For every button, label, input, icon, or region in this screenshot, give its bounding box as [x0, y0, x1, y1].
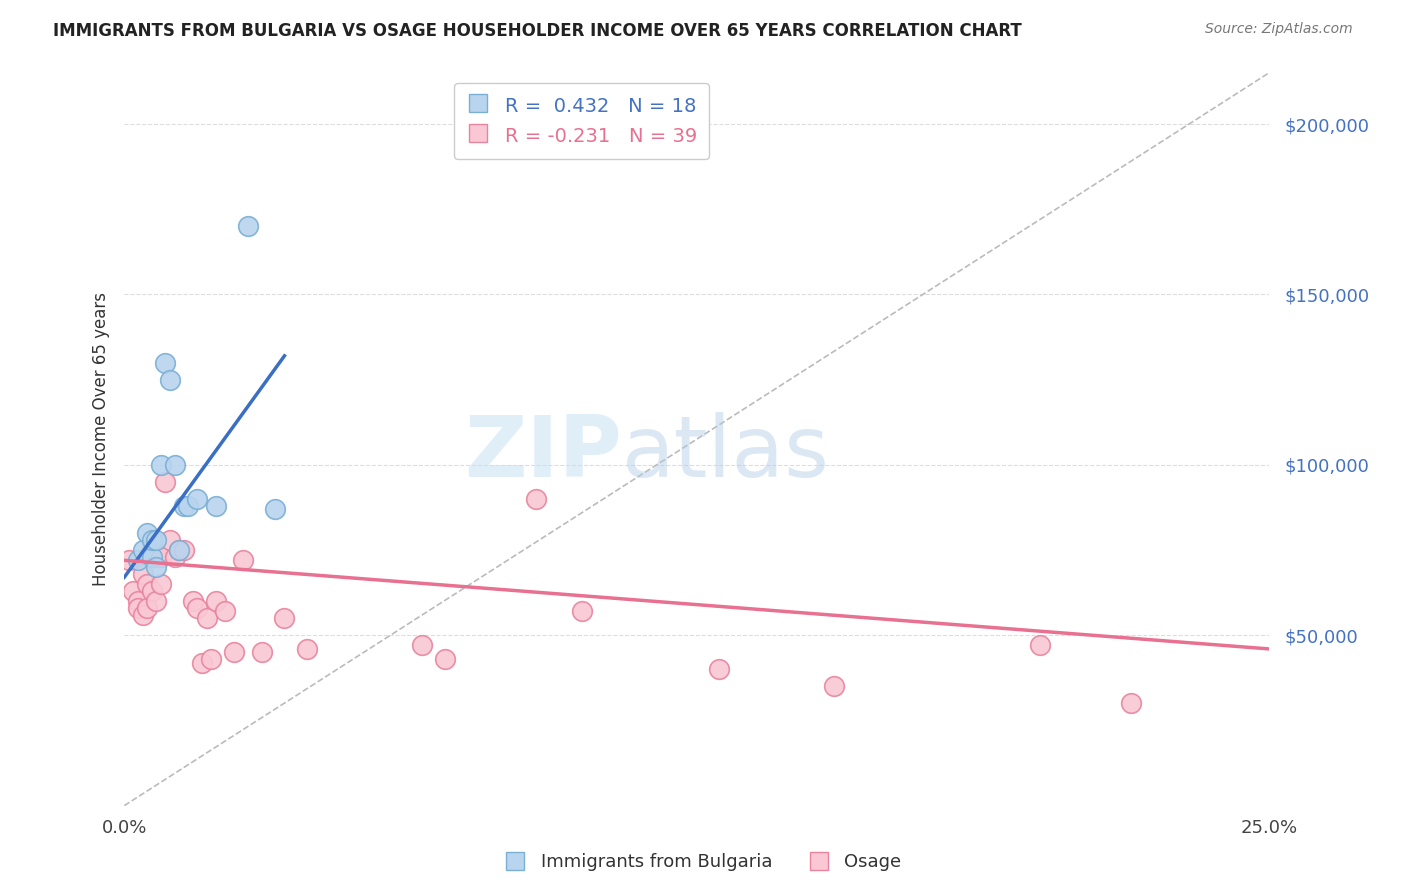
- Point: [273, 611, 295, 625]
- Point: [141, 584, 163, 599]
- Text: IMMIGRANTS FROM BULGARIA VS OSAGE HOUSEHOLDER INCOME OVER 65 YEARS CORRELATION C: IMMIGRANTS FROM BULGARIA VS OSAGE HOUSEH…: [53, 22, 1022, 40]
- Point: [127, 594, 149, 608]
- Point: [145, 560, 167, 574]
- Point: [191, 656, 214, 670]
- Point: [145, 533, 167, 547]
- Point: [236, 219, 259, 234]
- Point: [127, 601, 149, 615]
- Point: [167, 543, 190, 558]
- Point: [411, 639, 433, 653]
- Point: [155, 356, 177, 370]
- Text: atlas: atlas: [621, 412, 830, 495]
- Point: [145, 549, 167, 564]
- Point: [159, 373, 181, 387]
- Point: [200, 652, 222, 666]
- Point: [709, 662, 731, 676]
- Point: [155, 475, 177, 489]
- Point: [1029, 639, 1052, 653]
- Text: ZIP: ZIP: [464, 412, 621, 495]
- Text: Source: ZipAtlas.com: Source: ZipAtlas.com: [1205, 22, 1353, 37]
- Point: [163, 549, 186, 564]
- Point: [149, 549, 172, 564]
- Y-axis label: Householder Income Over 65 years: Householder Income Over 65 years: [93, 293, 110, 586]
- Point: [127, 553, 149, 567]
- Point: [571, 604, 593, 618]
- Point: [173, 499, 195, 513]
- Point: [433, 652, 456, 666]
- Point: [131, 607, 153, 622]
- Point: [195, 611, 218, 625]
- Point: [141, 533, 163, 547]
- Point: [524, 491, 547, 506]
- Point: [181, 594, 204, 608]
- Point: [131, 543, 153, 558]
- Point: [136, 577, 159, 591]
- Point: [163, 458, 186, 472]
- Point: [1121, 697, 1143, 711]
- Point: [145, 594, 167, 608]
- Point: [823, 679, 845, 693]
- Point: [297, 641, 319, 656]
- Point: [136, 601, 159, 615]
- Point: [204, 499, 226, 513]
- Point: [232, 553, 254, 567]
- Point: [131, 566, 153, 581]
- Point: [186, 491, 208, 506]
- Point: [159, 533, 181, 547]
- Point: [136, 526, 159, 541]
- Point: [173, 543, 195, 558]
- Point: [149, 577, 172, 591]
- Point: [250, 645, 273, 659]
- Point: [167, 543, 190, 558]
- Point: [186, 601, 208, 615]
- Point: [177, 499, 200, 513]
- Point: [141, 543, 163, 558]
- Point: [214, 604, 236, 618]
- Legend: Immigrants from Bulgaria, Osage: Immigrants from Bulgaria, Osage: [498, 847, 908, 879]
- Point: [118, 553, 141, 567]
- Point: [264, 502, 287, 516]
- Point: [141, 549, 163, 564]
- Point: [204, 594, 226, 608]
- Point: [122, 584, 145, 599]
- Point: [224, 645, 246, 659]
- Point: [149, 458, 172, 472]
- Legend: R =  0.432   N = 18, R = -0.231   N = 39: R = 0.432 N = 18, R = -0.231 N = 39: [454, 83, 709, 159]
